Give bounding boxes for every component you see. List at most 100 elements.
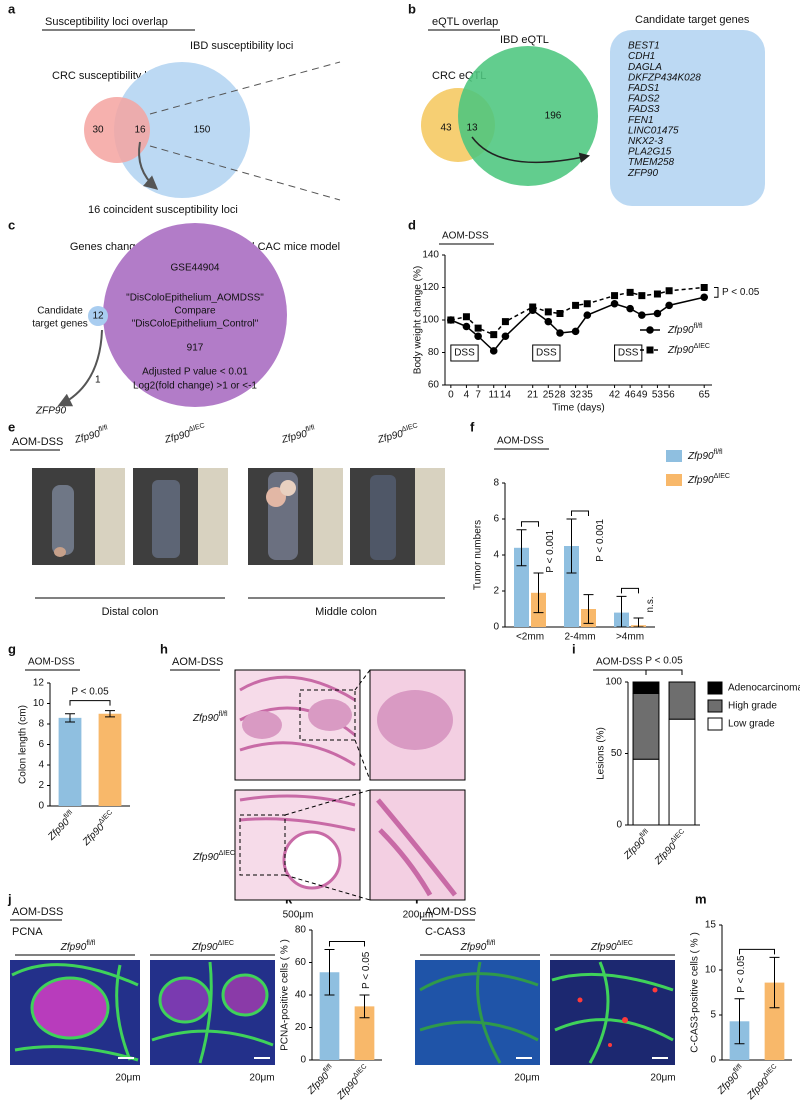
dss-period <box>614 344 643 362</box>
chart-title: AOM-DSS <box>442 231 489 242</box>
y-tick-label: 6 <box>493 514 499 525</box>
dss-label: DSS <box>536 348 557 359</box>
label-main: Zfp90 <box>73 428 102 446</box>
label-superscript: fl/fl <box>639 828 651 840</box>
label-main: Zfp90 <box>80 821 107 848</box>
label-main: Zfp90 <box>460 942 487 953</box>
error-bar <box>324 949 335 996</box>
bar <box>98 713 122 806</box>
y-tick-label: 0 <box>616 820 622 831</box>
error-bar <box>633 617 644 628</box>
annotation: P < 0.05 <box>736 955 747 993</box>
error-bar <box>734 998 745 1045</box>
annotation: P < 0.001 <box>595 519 606 562</box>
comparison: "DisColoEpithelium_Control" <box>132 319 259 330</box>
scale-bar-label: 20μm <box>115 1073 140 1084</box>
x-tick-label: Zfp90ΔIEC <box>743 1063 782 1100</box>
y-axis-label: Lesions (%) <box>596 727 607 780</box>
label-main: Zfp90 <box>744 1075 771 1100</box>
set-label: IBD susceptibility loci <box>190 40 293 52</box>
marker <box>626 304 634 313</box>
error-bar <box>533 572 544 614</box>
marker <box>610 299 619 308</box>
marker <box>572 301 580 309</box>
y-tick-label: 40 <box>295 990 307 1001</box>
genotype-label: Zfp90ΔIEC <box>192 850 235 863</box>
set-label: CRC susceptibility loci <box>52 70 161 82</box>
label-main: Zfp90 <box>191 942 218 953</box>
panel-title: AOM-DSS <box>172 656 223 668</box>
x-tick-label: >4mm <box>616 632 644 643</box>
scale-bar-label: 200μm <box>403 910 434 921</box>
y-tick-label: 4 <box>493 550 499 561</box>
bar-segment <box>668 718 696 826</box>
y-tick-label: 140 <box>422 250 439 261</box>
x-tick-label: Zfp90fl/fl <box>44 809 78 843</box>
panel-label: d <box>408 217 416 232</box>
marker <box>653 290 661 298</box>
y-axis-label: PCNA-positive cells ( % ) <box>280 939 291 1051</box>
legend-label: Zfp90fl/fl <box>667 323 703 336</box>
y-tick-label: 100 <box>605 677 622 688</box>
criterion: Adjusted P value < 0.01 <box>142 367 248 378</box>
error-bar <box>769 956 780 1009</box>
label-superscript: ΔIEC <box>694 343 710 350</box>
set-label: IBD eQTL <box>500 34 549 46</box>
bar-segment <box>632 758 660 826</box>
legend-label: Low grade <box>728 719 775 730</box>
x-tick-label: Zfp90fl/fl <box>303 1063 337 1097</box>
marker <box>556 310 564 317</box>
bar-segment <box>632 681 660 694</box>
histology-image <box>234 669 466 781</box>
venn-a: Susceptibility loci overlap IBD suscepti… <box>42 16 341 216</box>
dss-period <box>532 344 561 362</box>
gene-name: CDH1 <box>628 51 655 62</box>
comparison: "DisColoEpithelium_AOMDSS" <box>126 293 264 304</box>
panel-title: AOM-DSS <box>12 906 63 918</box>
label-superscript: fl/fl <box>322 1063 334 1075</box>
label-superscript: ΔIEC <box>97 809 114 826</box>
annotation: n.s. <box>645 596 656 612</box>
label-superscript: ΔIEC <box>669 828 686 845</box>
panel-c: Genes changed in AOM/DSS-induced CAC mic… <box>32 223 340 417</box>
colon-photo <box>133 468 228 565</box>
y-tick-label: 10 <box>705 965 717 976</box>
result-gene: ZFP90 <box>35 406 66 417</box>
dataset-circle <box>103 223 287 407</box>
venn-circle <box>84 97 150 163</box>
venn-count: 196 <box>545 111 562 122</box>
panel-label: m <box>695 891 707 906</box>
marker <box>700 293 709 302</box>
label-superscript: fl/fl <box>714 449 723 456</box>
marker <box>556 329 564 337</box>
error-bar <box>65 713 75 723</box>
y-tick-label: 5 <box>710 1010 716 1021</box>
y-tick-label: 6 <box>38 739 44 750</box>
panel-label: g <box>8 641 16 656</box>
stain-label: C-CAS3 <box>425 926 465 938</box>
marker <box>489 347 498 355</box>
bar-segment <box>668 681 696 720</box>
legend-label: High grade <box>728 701 777 712</box>
legend-swatch <box>707 717 723 731</box>
label-superscript: ΔIEC <box>401 422 419 433</box>
label-superscript: ΔIEC <box>218 940 234 947</box>
gene-name: DKFZP434K028 <box>628 72 701 83</box>
y-tick-label: 0 <box>300 1055 306 1066</box>
y-axis-label: C-CAS3-positive cells ( % ) <box>690 932 701 1053</box>
colon-photo <box>248 468 343 565</box>
histology-image <box>234 789 466 901</box>
panel-e: AOM-DSS Distal colon Middle colon <box>10 436 445 618</box>
zoom-line <box>149 145 341 201</box>
y-axis-label: Colon length (cm) <box>18 705 29 784</box>
arrow <box>471 136 591 164</box>
genotype-label: Zfp90ΔIEC <box>375 422 420 445</box>
x-tick-label: 21 <box>527 390 539 401</box>
gene-name: PLA2G15 <box>628 147 672 158</box>
marker <box>653 309 662 318</box>
label-main: Zfp90 <box>652 840 679 867</box>
y-tick-label: 0 <box>493 622 499 633</box>
marker <box>626 288 634 296</box>
panel-title: AOM-DSS <box>425 906 476 918</box>
